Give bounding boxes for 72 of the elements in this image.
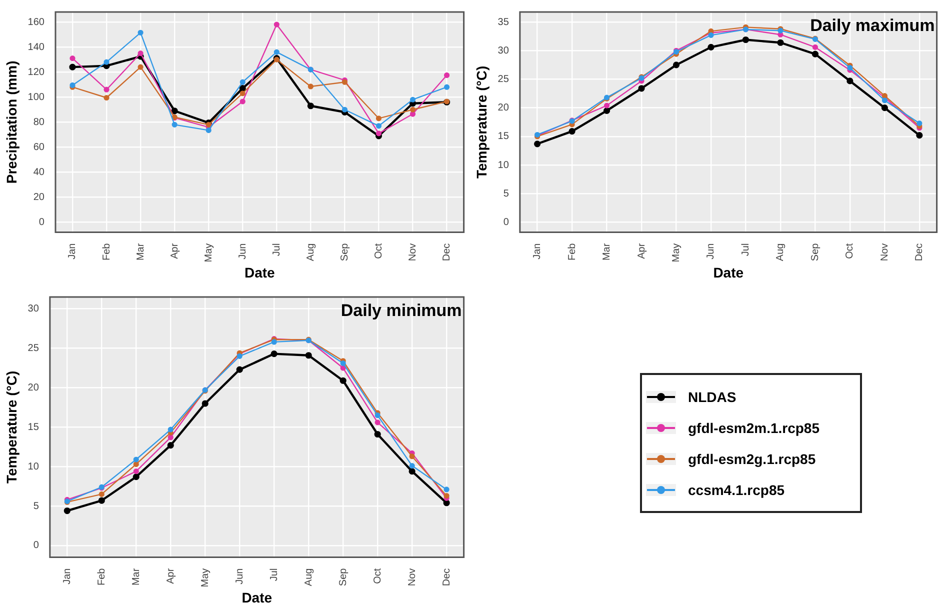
x-axis-title: Date: [713, 264, 744, 280]
y-tick-label: 100: [28, 92, 45, 103]
x-tick-label: Jan: [62, 568, 73, 584]
x-tick-label: Dec: [442, 243, 453, 262]
x-tick-label: Sep: [338, 568, 349, 586]
x-tick-label: Feb: [101, 242, 112, 261]
x-tick-label: Mar: [135, 242, 146, 261]
x-tick-label: Aug: [305, 243, 316, 262]
y-tick-label: 15: [498, 131, 510, 142]
x-tick-label: May: [671, 243, 682, 262]
y-tick-label: 60: [33, 142, 45, 153]
x-tick-label: Jun: [237, 243, 248, 260]
x-tick-label: Apr: [165, 568, 176, 584]
x-tick-label: Jul: [268, 568, 280, 582]
x-tick-label: Apr: [169, 242, 180, 259]
y-tick-label: 5: [503, 188, 510, 200]
x-tick-label: Nov: [879, 243, 890, 262]
x-tick-label: May: [200, 568, 211, 588]
x-tick-label: Feb: [566, 242, 578, 261]
x-tick-label: Feb: [96, 568, 108, 586]
y-tick-label: 40: [33, 166, 45, 178]
x-axis-title: Date: [244, 264, 276, 280]
legend-label: NLDAS: [688, 388, 736, 404]
y-axis-title: Temperature (°C): [473, 66, 490, 179]
y-tick-label: 0: [503, 217, 510, 228]
y-tick-label: 0: [33, 540, 40, 552]
x-tick-label: Jan: [532, 243, 544, 260]
x-tick-label: Nov: [406, 568, 418, 586]
x-tick-label: Oct: [844, 243, 856, 259]
y-tick-label: 160: [28, 16, 45, 28]
y-axis-title: Precipitation (mm): [3, 60, 20, 184]
y-tick-label: 5: [33, 500, 40, 512]
y-tick-label: 140: [28, 42, 45, 53]
x-tick-label: Oct: [373, 243, 384, 259]
y-tick-label: 20: [498, 102, 510, 114]
y-tick-label: 80: [33, 116, 45, 128]
x-tick-label: Aug: [775, 243, 786, 262]
x-tick-label: Jun: [706, 243, 717, 260]
x-tick-label: Aug: [303, 568, 314, 586]
x-axis-title: Date: [242, 589, 272, 606]
x-tick-label: Sep: [339, 242, 350, 262]
x-tick-label: Jul: [271, 243, 282, 256]
x-tick-label: Mar: [602, 242, 613, 261]
y-tick-label: 25: [28, 343, 40, 354]
y-tick-label: 20: [33, 192, 45, 204]
y-tick-label: 35: [498, 16, 510, 28]
y-tick-label: 30: [28, 304, 40, 315]
x-tick-label: Oct: [372, 568, 384, 584]
y-tick-label: 20: [28, 382, 40, 394]
x-tick-label: Jul: [740, 243, 752, 256]
y-tick-label: 25: [498, 74, 510, 85]
x-tick-label: Apr: [636, 242, 648, 259]
legend-label: gfdl-esm2g.1.rcp85: [688, 450, 816, 466]
x-tick-label: Dec: [441, 568, 452, 586]
x-tick-label: Mar: [130, 568, 142, 586]
y-tick-label: 120: [28, 66, 45, 78]
y-tick-label: 10: [498, 160, 510, 171]
x-tick-label: Nov: [408, 243, 419, 262]
legend-label: gfdl-esm2m.1.rcp85: [688, 420, 820, 436]
y-axis-title: Temperature (°C): [3, 370, 20, 484]
x-tick-label: May: [203, 243, 214, 262]
legend-label: ccsm4.1.rcp85: [688, 482, 785, 498]
x-tick-label: Dec: [914, 243, 926, 262]
y-tick-label: 30: [498, 45, 510, 56]
chart-title: Daily maximum: [810, 16, 935, 36]
y-tick-label: 0: [38, 217, 45, 228]
x-tick-label: Jan: [67, 243, 78, 260]
chart-title: Daily minimum: [340, 301, 462, 320]
y-tick-label: 15: [28, 422, 40, 433]
x-tick-label: Jun: [234, 568, 246, 584]
x-tick-label: Sep: [810, 242, 821, 262]
y-tick-label: 10: [28, 461, 40, 472]
